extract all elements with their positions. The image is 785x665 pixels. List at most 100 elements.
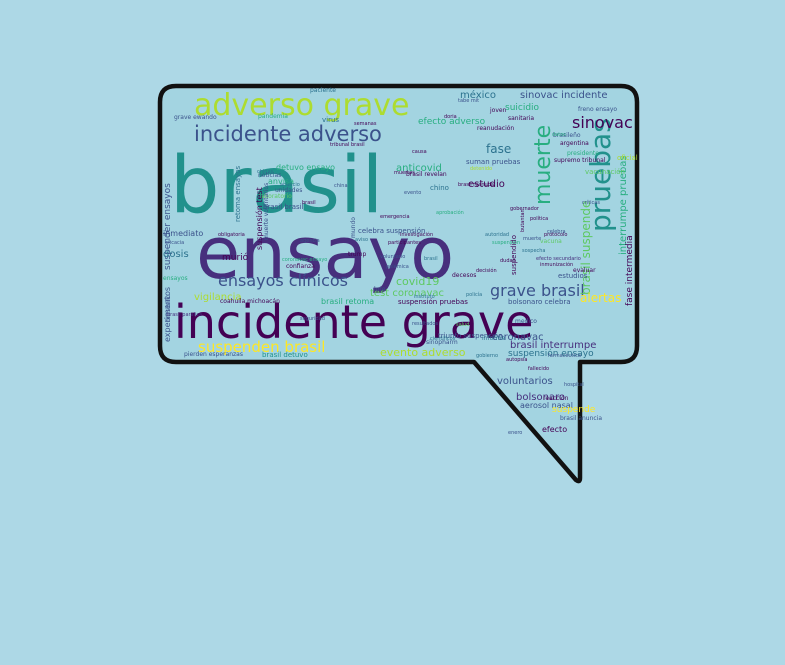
cloud-word: sinovac incidente bbox=[520, 90, 607, 101]
cloud-word: interrumpe pruebas bbox=[618, 155, 629, 255]
cloud-word: participantes bbox=[388, 240, 421, 246]
cloud-word: tribunal brasil bbox=[330, 142, 365, 148]
cloud-word: emergencia bbox=[380, 214, 410, 220]
cloud-word: anvisa bbox=[268, 177, 294, 186]
cloud-word: bolsonaro bbox=[516, 392, 565, 403]
cloud-word: datos bbox=[552, 132, 566, 138]
cloud-word: obligatoria bbox=[218, 232, 245, 238]
cloud-word: efecto secundario bbox=[536, 256, 581, 262]
cloud-word: gobernador bbox=[510, 206, 540, 212]
cloud-word: autopsia bbox=[506, 357, 527, 363]
cloud-word: evento bbox=[404, 190, 421, 196]
cloud-word: evaluar bbox=[573, 267, 596, 274]
cloud-word: estudio bbox=[468, 179, 505, 190]
cloud-word: brasil revelan bbox=[406, 171, 447, 178]
cloud-word: seguridad bbox=[300, 316, 325, 322]
cloud-word: voluntario bbox=[380, 254, 405, 260]
cloud-word: dudas bbox=[500, 258, 516, 264]
cloud-word: sinopharm bbox=[426, 339, 458, 346]
cloud-word: experimentos bbox=[163, 287, 172, 342]
cloud-word: celebra bbox=[547, 229, 566, 235]
cloud-word: brasil detuvo bbox=[262, 351, 308, 359]
cloud-word: alertas bbox=[580, 291, 621, 305]
cloud-word: brasil anuncia bbox=[560, 415, 602, 422]
cloud-word: triunfo suspensión bbox=[438, 332, 503, 340]
cloud-word: suspender ensayos bbox=[163, 183, 173, 270]
cloud-word: trump bbox=[348, 251, 366, 258]
cloud-word: estudios bbox=[558, 272, 588, 280]
cloud-word: reacción bbox=[543, 395, 569, 402]
cloud-word: sospecha bbox=[522, 248, 546, 254]
cloud-word: test coronavac bbox=[370, 288, 444, 299]
cloud-word: suspensión pruebas bbox=[398, 298, 468, 306]
cloud-word: brasileño bbox=[553, 132, 581, 139]
cloud-word: pierden esperanzas bbox=[184, 351, 243, 358]
cloud-word: brasil retoma bbox=[321, 297, 374, 306]
cloud-word: brasil brasil bbox=[263, 203, 304, 211]
cloud-word: informe bbox=[482, 335, 505, 342]
cloud-word: sanitaria bbox=[508, 115, 534, 122]
cloud-word: fase intermedia bbox=[625, 235, 635, 306]
cloud-word: brasil bbox=[424, 256, 438, 262]
cloud-word: bolsonaro celebra bbox=[508, 298, 571, 306]
cloud-word: protocolo bbox=[544, 232, 567, 238]
cloud-word: presidente bbox=[567, 150, 599, 157]
cloud-word: anticovid bbox=[396, 163, 442, 174]
cloud-word: muerte bbox=[523, 236, 541, 242]
cloud-word: medico bbox=[515, 318, 537, 325]
cloud-word: dosis bbox=[163, 249, 189, 260]
cloud-word: ensayo bbox=[196, 211, 454, 295]
cloud-word: pruebas bbox=[584, 118, 617, 232]
cloud-word: confianza bbox=[286, 263, 315, 270]
cloud-word: fallecido bbox=[528, 366, 549, 372]
cloud-word: brasil bbox=[302, 200, 316, 206]
cloud-word: efecto bbox=[542, 425, 567, 434]
cloud-word: supremo tribunal bbox=[554, 157, 606, 164]
cloud-word: aerosol nasal bbox=[520, 401, 573, 410]
cloud-word: vacunación bbox=[585, 168, 625, 176]
cloud-word: eficacia bbox=[165, 240, 184, 246]
cloud-word: inmunización bbox=[540, 261, 573, 268]
cloud-word: decisión bbox=[476, 267, 497, 274]
cloud-word: argentina bbox=[560, 140, 589, 147]
cloud-word: policía bbox=[466, 291, 482, 298]
cloud-word: hospital bbox=[564, 382, 584, 388]
cloud-word: voluntarios bbox=[497, 376, 553, 387]
cloud-word: muerte bbox=[531, 125, 556, 205]
cloud-word: virus bbox=[322, 116, 339, 124]
cloud-word: retoma ensayos bbox=[234, 166, 242, 222]
cloud-word: ensayos clínicos bbox=[218, 271, 348, 290]
cloud-word: butantan bbox=[520, 209, 526, 232]
cloud-word: coronavac ensayo bbox=[282, 257, 327, 263]
cloud-word: instituto bbox=[414, 294, 435, 300]
cloud-word: farmacéutica bbox=[548, 352, 581, 359]
cloud-word: freno ensayo bbox=[578, 106, 617, 113]
cloud-word: incidente grave bbox=[174, 295, 533, 349]
cloud-word: mundo bbox=[350, 217, 357, 238]
cloud-word: política bbox=[530, 215, 548, 222]
cloud-word: unidades bbox=[275, 187, 302, 194]
cloud-word: incidente adverso bbox=[194, 122, 382, 146]
cloud-word: suspendido bbox=[510, 235, 518, 275]
cloud-word: evento adverso bbox=[380, 346, 466, 359]
cloud-word: aviso bbox=[355, 237, 368, 243]
cloud-word: oficial bbox=[617, 154, 638, 162]
cloud-word: suspensión bbox=[492, 239, 520, 246]
cloud-word: brasil paraliza bbox=[167, 312, 202, 318]
cloud-word: coronavac bbox=[492, 332, 544, 343]
cloud-word: detuvo ensayo bbox=[276, 163, 335, 172]
cloud-word: doria bbox=[444, 114, 457, 120]
cloud-word: tabe mit bbox=[458, 98, 479, 104]
cloud-word: grave brasil bbox=[490, 281, 585, 300]
cloud-word: china bbox=[334, 183, 348, 189]
cloud-word: covid19 bbox=[396, 275, 439, 288]
cloud-word: brasil suspende bbox=[579, 201, 593, 295]
cloud-word: adverso grave bbox=[194, 88, 409, 123]
cloud-word: noticias bbox=[258, 172, 281, 179]
cloud-word: investigación bbox=[400, 231, 433, 238]
cloud-word: coahuila michoacán bbox=[220, 298, 280, 305]
cloud-word: sinovac bbox=[572, 113, 633, 132]
cloud-word: causa bbox=[412, 149, 427, 155]
cloud-word: murió bbox=[222, 252, 249, 263]
cloud-word: suspenden brasil bbox=[198, 338, 325, 356]
